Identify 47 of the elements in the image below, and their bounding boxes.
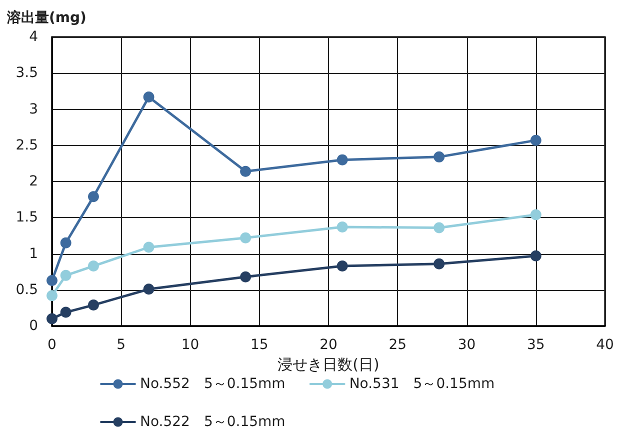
point (88, 260, 99, 272)
y-tick-label: 0 (29, 318, 38, 334)
point (143, 284, 154, 295)
x-axis-title: 浸せき日数(日) (278, 355, 380, 374)
y-tick-label: 3 (29, 101, 38, 118)
point (143, 91, 154, 102)
point (240, 271, 252, 282)
point (530, 250, 542, 262)
legend-label: No.552 5～0.15mm (140, 376, 286, 392)
x-tick-label: 10 (181, 337, 200, 353)
y-tick-label: 1 (29, 246, 38, 262)
y-tick-label: 2.5 (16, 137, 38, 154)
x-tick-label: 40 (596, 337, 614, 353)
point (46, 274, 58, 286)
point (336, 154, 348, 166)
point (336, 260, 348, 272)
point (240, 232, 252, 244)
y-tick-label: 4 (29, 29, 38, 45)
point (530, 134, 542, 146)
point (60, 270, 72, 281)
point (530, 209, 542, 220)
legend-label: No.531 5～0.15mm (349, 376, 495, 392)
legend-label: No.522 5～0.15mm (140, 414, 286, 430)
point (434, 151, 445, 162)
point (46, 313, 58, 324)
point (60, 237, 72, 248)
point (434, 222, 445, 234)
point (336, 222, 348, 233)
x-tick-label: 15 (250, 337, 268, 353)
x-tick-label: 35 (526, 337, 545, 353)
y-axis-title: 溶出量(mg) (6, 9, 86, 26)
y-tick-label: 1.5 (16, 210, 38, 226)
point (88, 191, 99, 202)
y-tick-label: 2 (29, 174, 38, 190)
point (240, 166, 252, 177)
y-tick-label: 0.5 (16, 282, 38, 298)
point (88, 300, 99, 311)
x-tick-label: 20 (320, 337, 338, 353)
x-tick-label: 30 (458, 337, 476, 353)
point (143, 242, 154, 253)
y-tick-label: 3.5 (16, 65, 38, 82)
x-tick-label: 5 (116, 337, 126, 353)
point (434, 258, 445, 270)
point (60, 306, 72, 318)
point (46, 290, 58, 302)
x-tick-label: 0 (48, 337, 56, 353)
x-tick-label: 25 (388, 337, 407, 353)
